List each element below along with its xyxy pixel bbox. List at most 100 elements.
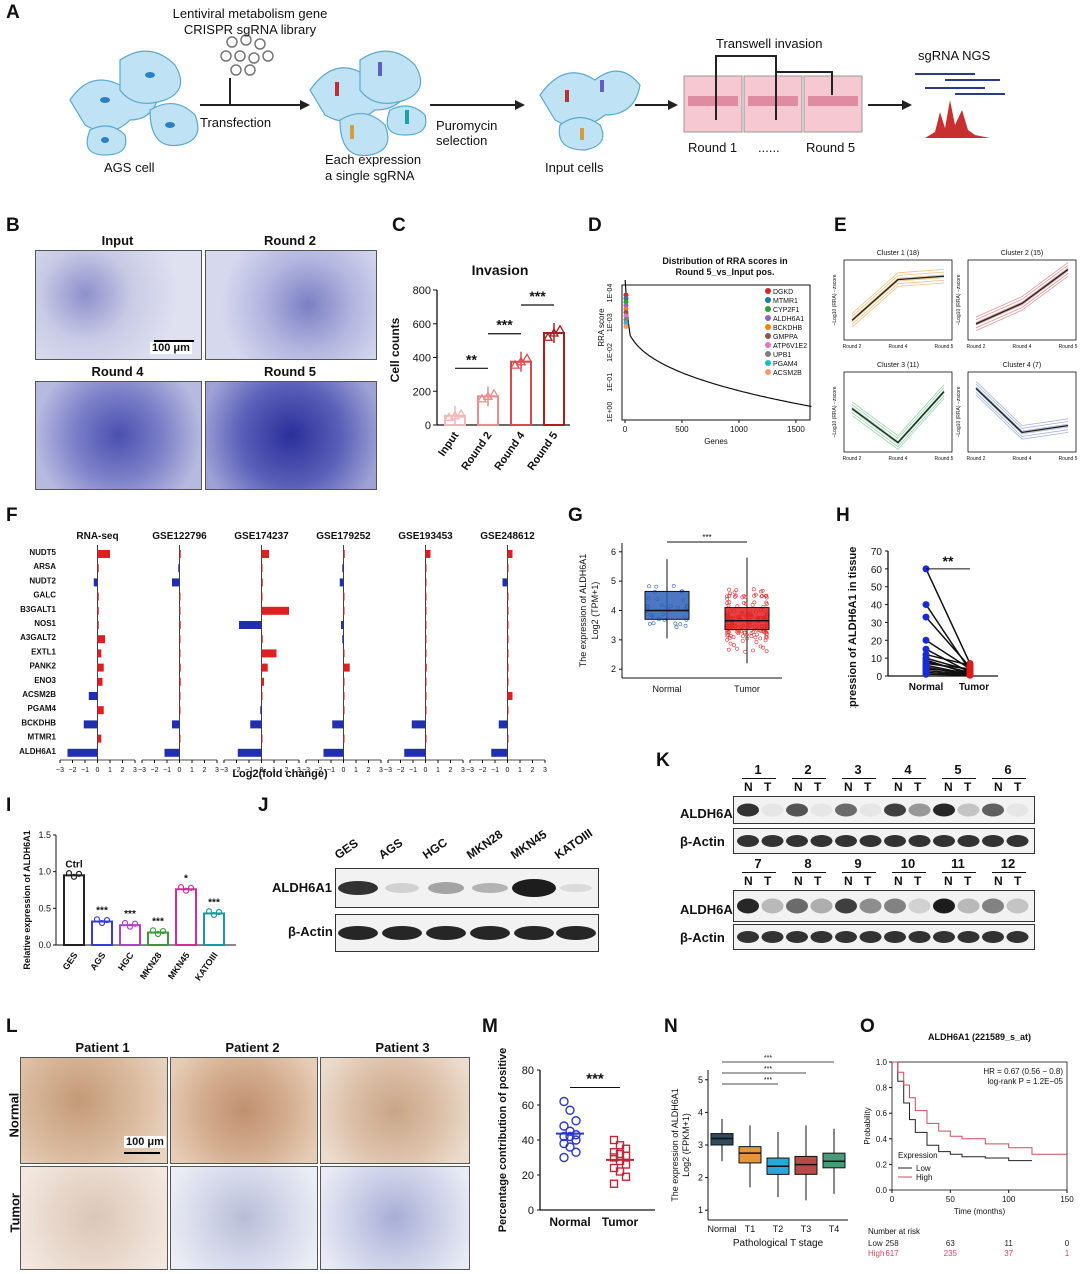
k-patient-underline <box>742 778 776 779</box>
f-bar <box>425 592 427 601</box>
f-xtick-label: −1 <box>491 767 499 774</box>
f-bar <box>343 606 345 615</box>
k-band-aldh6a1 <box>957 898 980 914</box>
k-band-actin <box>737 835 759 847</box>
o-xlabel: Time (months) <box>954 1207 1006 1216</box>
ihc-tumor-p3 <box>320 1166 470 1270</box>
e-centroid-line <box>975 268 1069 325</box>
c-sig-stars: ** <box>466 351 477 367</box>
n-xlabel: Pathological T stage <box>733 1238 824 1249</box>
f-xtick-label: 0 <box>178 767 182 774</box>
o-risk-row-name: High <box>868 1249 884 1258</box>
i-bar <box>203 912 225 946</box>
f-bar <box>507 734 509 743</box>
e-cluster-frame <box>967 371 1077 453</box>
g-point <box>725 633 729 638</box>
d-legend-dot <box>765 306 771 312</box>
f-xtick-label: −1 <box>245 767 253 774</box>
f-bar <box>343 692 345 700</box>
f-bar <box>179 606 181 615</box>
o-xtick-label: 50 <box>946 1195 955 1204</box>
d-top-gene-point <box>623 299 629 305</box>
k-tumor-lane-label: T <box>814 780 822 794</box>
o-ytick-label: 0.8 <box>876 1084 888 1093</box>
m-normal-point <box>571 1135 581 1145</box>
k-normal-lane-label: N <box>844 780 853 794</box>
d-legend-label: ATP6V1E2 <box>773 343 807 350</box>
g-xtick-label: Normal <box>652 684 681 694</box>
ags-cell-label: AGS cell <box>104 160 155 175</box>
e-member-line <box>851 274 945 320</box>
k-patient-number: 8 <box>804 856 812 871</box>
i-bar <box>119 924 141 946</box>
panel-a-schematic <box>69 34 1005 157</box>
c-xtick-label: Round 2 <box>459 430 494 473</box>
k-band-actin <box>908 835 931 847</box>
e-xtick-label: Round 4 <box>1013 344 1032 350</box>
k-band-aldh6a1 <box>810 803 833 817</box>
f-bar <box>179 621 181 629</box>
e-ylabel: −Log10 (RRA) −zscore <box>956 386 962 437</box>
j-row-aldh6a1: ALDH6A1 <box>272 880 332 895</box>
panel-letter-n: N <box>664 1016 678 1037</box>
m-normal-point <box>571 1116 581 1126</box>
k-tumor-lane-label: T <box>864 780 872 794</box>
e-ylabel: −Log10 (RRA) −zscore <box>832 386 838 437</box>
e-member-line <box>851 384 945 437</box>
g-point <box>764 600 769 605</box>
i-point <box>93 916 101 923</box>
j-lane-label: GES <box>331 835 361 862</box>
e-member-line <box>975 273 1069 329</box>
ihc-tumor-p1 <box>20 1166 168 1270</box>
h-tumor-point <box>966 671 974 679</box>
e-xtick-label: Round 2 <box>843 344 862 350</box>
e-member-line <box>975 394 1069 440</box>
n-ytick-label: 3 <box>698 1140 703 1150</box>
m-tumor-point <box>621 1160 631 1169</box>
k-patient-number: 4 <box>904 762 912 777</box>
g-point <box>749 634 754 638</box>
f-bar <box>425 649 427 658</box>
f-bar <box>425 550 431 558</box>
f-xtick-label: 0 <box>424 767 428 774</box>
o-legend-title: Expression <box>898 1151 938 1160</box>
c-ylabel: Cell counts <box>388 317 402 382</box>
g-point <box>726 632 730 637</box>
o-risk-value: 617 <box>885 1249 899 1258</box>
f-bar <box>97 706 104 715</box>
f-gene-label: NUDT5 <box>29 548 56 557</box>
e-xtick-label: Round 5 <box>935 456 954 462</box>
f-bar <box>250 720 262 729</box>
o-xtick-label: 0 <box>890 1195 895 1204</box>
k-band-aldh6a1 <box>982 898 1004 914</box>
k-band-actin <box>933 931 955 943</box>
f-xtick-label: −3 <box>302 767 310 774</box>
f-xtick-label: 3 <box>379 767 383 774</box>
n-box <box>710 1133 734 1146</box>
f-bar <box>507 649 509 658</box>
f-xtick-label: 2 <box>367 767 371 774</box>
h-ytick-label: 10 <box>871 654 883 665</box>
o-km-curve: ALDH6A1 (221589_s_at) 0 50 100 150 0.0 0.2 0.4 0… <box>863 1032 1074 1258</box>
i-bar-chart: 0.0 0.5 1.0 1.5 Relative expression of ALDH6… <box>22 830 236 983</box>
k-tumor-lane-label: T <box>964 780 972 794</box>
c-ytick-label: 800 <box>413 285 431 297</box>
i-point <box>126 923 134 930</box>
d-legend-label: GMPPA <box>773 334 798 341</box>
f-bar <box>237 748 262 757</box>
f-bar <box>97 564 99 573</box>
i-ytick-label: 0.0 <box>38 940 51 950</box>
f-bar <box>343 649 345 658</box>
f-bar <box>343 550 345 558</box>
k-normal-lane-label: N <box>794 780 803 794</box>
n-ylabel-line2: Log2 (FPKM+1) <box>681 1113 691 1177</box>
f-xtick-label: 1 <box>518 767 522 774</box>
f-bar <box>97 663 104 672</box>
g-point <box>727 587 731 592</box>
d-chart: 0 500 1000 1500 1E-04 1E-03 1E-02 1E-01 1E+00 Gen… <box>597 280 812 446</box>
j-blot-actin <box>335 914 599 952</box>
f-dataset-title: GSE248612 <box>480 531 535 542</box>
g-point <box>728 591 733 596</box>
h-pair-line <box>925 568 971 664</box>
each-expression-line2: a single sgRNA <box>325 168 415 183</box>
